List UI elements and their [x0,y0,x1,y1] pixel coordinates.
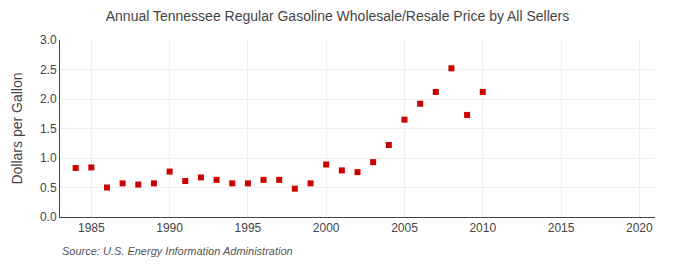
svg-text:2000: 2000 [313,221,340,235]
svg-text:1995: 1995 [235,221,262,235]
svg-text:1.5: 1.5 [40,122,57,136]
svg-text:2020: 2020 [626,221,653,235]
svg-text:2015: 2015 [548,221,575,235]
svg-text:Source: U.S. Energy Informatio: Source: U.S. Energy Information Administ… [62,245,293,257]
svg-text:0.5: 0.5 [40,181,57,195]
svg-text:2.0: 2.0 [40,92,57,106]
svg-text:1990: 1990 [156,221,183,235]
svg-text:0.0: 0.0 [40,210,57,224]
svg-text:1985: 1985 [78,221,105,235]
svg-text:1.0: 1.0 [40,151,57,165]
svg-text:Annual Tennessee Regular Gasol: Annual Tennessee Regular Gasoline Wholes… [106,8,570,24]
svg-text:3.0: 3.0 [40,33,57,47]
svg-text:2010: 2010 [469,221,496,235]
svg-text:2.5: 2.5 [40,63,57,77]
svg-text:2005: 2005 [391,221,418,235]
svg-text:Dollars per Gallon: Dollars per Gallon [9,72,25,184]
